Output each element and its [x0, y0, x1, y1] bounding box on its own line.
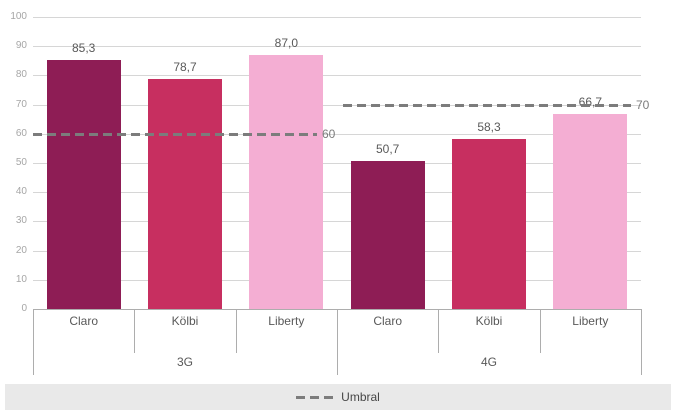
- gridline-70: [33, 104, 641, 106]
- y-tick-label-50: 50: [15, 157, 27, 168]
- y-tick-label-10: 10: [15, 273, 27, 285]
- group-label-3G: 3G: [176, 355, 193, 369]
- category-label-3G-Kölbi: Kölbi: [171, 314, 199, 328]
- bar-value-label-3G-Liberty: 87,0: [274, 35, 298, 50]
- y-tick-label-20: 20: [15, 244, 27, 256]
- gridline-80: [33, 75, 641, 77]
- gridline-60: [33, 133, 641, 135]
- bar-value-label-4G-Kölbi: 58,3: [477, 119, 501, 134]
- gridline-90: [33, 46, 641, 48]
- group-boundary-line: [337, 309, 338, 375]
- bar-4G-Claro: [350, 160, 425, 309]
- y-tick-label-30: 30: [15, 215, 27, 227]
- threshold-label-3G: 60: [322, 126, 336, 141]
- bar-4G-Kölbi: [452, 138, 526, 309]
- bar-3G-Liberty: [249, 54, 324, 309]
- y-tick-label-60: 60: [15, 127, 27, 139]
- bar-4G-Liberty: [553, 114, 628, 309]
- bar-value-label-3G-Kölbi: 78,7: [173, 60, 197, 75]
- gridline-20: [33, 250, 641, 252]
- category-label-4G-Kölbi: Kölbi: [475, 314, 503, 328]
- category-label-4G-Claro: Claro: [373, 314, 402, 328]
- gridline-10: [33, 279, 641, 281]
- gridline-40: [33, 192, 641, 194]
- bar-3G-Kölbi: [148, 79, 222, 309]
- group-label-4G: 4G: [480, 355, 497, 369]
- category-separator: [438, 309, 440, 353]
- y-tick-label-80: 80: [15, 69, 27, 81]
- threshold-label-4G: 70: [636, 97, 650, 112]
- y-tick-label-70: 70: [15, 98, 27, 110]
- gridline-30: [33, 221, 641, 223]
- category-label-3G-Claro: Claro: [69, 314, 98, 328]
- y-tick-label-100: 100: [10, 11, 27, 22]
- category-label-4G-Liberty: Liberty: [572, 314, 609, 328]
- category-separator: [134, 309, 136, 353]
- bar-value-label-3G-Claro: 85,3: [71, 40, 96, 55]
- category-separator: [235, 309, 237, 353]
- legend: Umbral: [5, 384, 671, 410]
- category-separator: [539, 309, 541, 353]
- category-label-3G-Liberty: Liberty: [268, 314, 305, 328]
- group-boundary-line: [641, 309, 642, 375]
- bar-value-label-4G-Claro: 50,7: [375, 141, 400, 156]
- bar-3G-Claro: [46, 59, 121, 309]
- group-boundary-line: [33, 309, 34, 375]
- gridline-50: [33, 163, 641, 164]
- y-tick-label-90: 90: [15, 40, 27, 52]
- threshold-line-3G: [33, 132, 317, 136]
- y-tick-label-40: 40: [15, 186, 27, 198]
- bar-value-label-4G-Liberty: 66,7: [578, 95, 602, 110]
- y-tick-label-0: 0: [21, 303, 27, 314]
- dashed-line-icon: [296, 395, 334, 399]
- legend-label: Umbral: [341, 390, 380, 404]
- gridline-100: [33, 17, 641, 18]
- plot-area: 85,3 78,7 87,0 60 50,7 58,3 66,7 70: [33, 17, 649, 309]
- threshold-line-4G: [343, 103, 631, 107]
